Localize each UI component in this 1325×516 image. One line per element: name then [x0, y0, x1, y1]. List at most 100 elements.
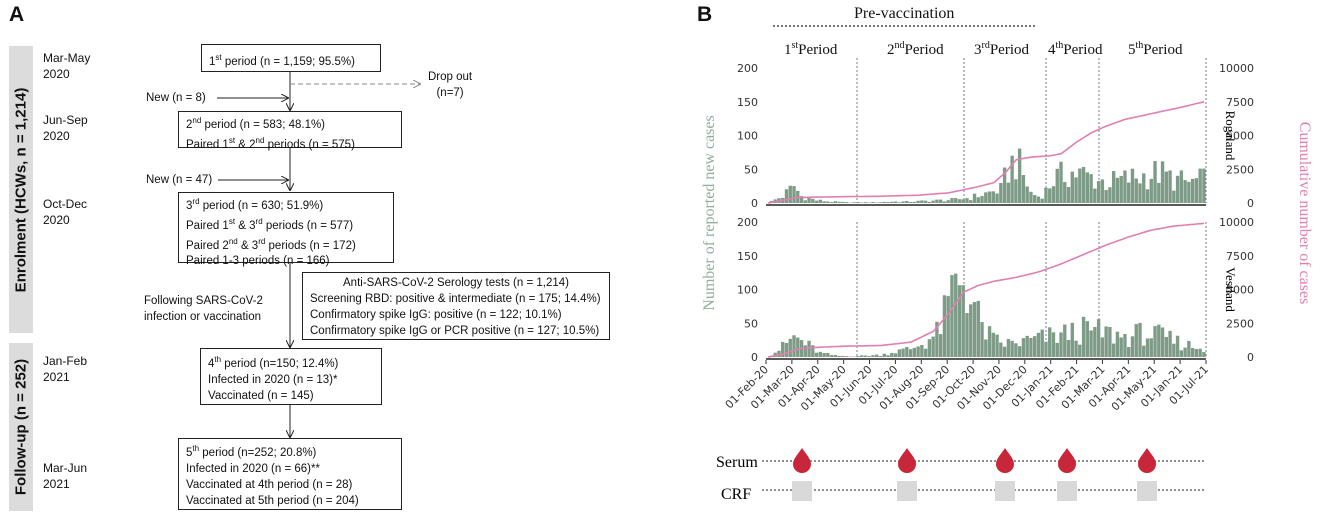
crf-square	[897, 481, 917, 501]
new-cases-bar	[792, 186, 796, 203]
blood-drop-icon	[793, 448, 811, 473]
new-cases-bar	[777, 350, 781, 357]
chart-panel-rogaland: 0 50 100 150 200 0 2500 5000 7500 10000 Rogaland	[737, 58, 1254, 210]
new-cases-bar	[1010, 155, 1014, 203]
new-cases-bar	[807, 197, 811, 203]
new-cases-bar	[987, 191, 992, 203]
new-cases-bar	[1055, 168, 1059, 203]
new-cases-bar	[814, 200, 819, 203]
new-cases-bar	[999, 182, 1003, 203]
period-date-5: Mar-Jun 2021	[43, 461, 88, 491]
new-cases-bar	[1051, 332, 1056, 357]
new-cases-bar	[1194, 178, 1199, 203]
box-period-1: 1st period (n = 1,159; 95.5%)	[201, 44, 381, 72]
new-cases-bar	[920, 200, 924, 203]
new-cases-bar	[1190, 178, 1195, 203]
new-cases-bar	[878, 202, 883, 203]
new-cases-bar	[1119, 337, 1123, 357]
period-title-2: 2ndPeriod	[887, 40, 944, 58]
new-cases-bar	[912, 347, 917, 357]
enrolment-bar: Enrolment (HCWs, n = 1,214)	[9, 46, 33, 333]
new-cases-bar	[1175, 335, 1180, 357]
left-tick-label: 50	[744, 317, 758, 330]
right-tick-label: 5000	[1226, 284, 1254, 297]
new-cases-bar	[1108, 187, 1112, 203]
new-cases-bar	[1033, 195, 1037, 203]
new-cases-bar	[1100, 179, 1105, 203]
new-cases-bar	[950, 275, 954, 357]
new-cases-bar	[818, 199, 823, 203]
new-cases-bar	[799, 196, 804, 203]
region-label: Vestland	[1223, 267, 1238, 312]
left-tick-label: 200	[737, 216, 758, 229]
new-cases-bar	[886, 201, 890, 203]
new-cases-bar	[1040, 329, 1044, 357]
new-cases-bar	[957, 199, 962, 203]
new-cases-bar	[965, 198, 969, 203]
new-cases-bar	[1081, 316, 1086, 357]
new-cases-bar	[875, 354, 879, 357]
new-cases-bar	[972, 302, 977, 357]
blood-drop-icon	[1058, 448, 1076, 473]
new-cases-bar	[1175, 175, 1180, 203]
new-cases-bar	[882, 353, 886, 357]
crf-label: CRF	[721, 486, 751, 503]
new-cases-bar	[954, 273, 958, 357]
new-cases-bar	[1025, 186, 1029, 203]
new-cases-bar	[1085, 321, 1090, 357]
right-tick-label: 10000	[1219, 216, 1254, 229]
new-cases-bar	[1017, 148, 1022, 203]
new-cases-bar	[920, 345, 924, 357]
new-cases-bar	[1153, 161, 1157, 203]
new-cases-bar	[844, 202, 849, 203]
new-cases-bar	[935, 321, 939, 357]
new-cases-bar	[1029, 338, 1033, 357]
new-cases-bar	[788, 185, 792, 203]
new-cases-bar	[1130, 336, 1135, 357]
new-cases-bar	[1153, 326, 1157, 357]
new-cases-bar	[833, 355, 838, 357]
new-cases-bar	[796, 337, 800, 357]
new-cases-bar	[1172, 190, 1176, 203]
new-cases-bar	[1070, 171, 1074, 203]
period-date-1: Mar-May 2020	[43, 51, 91, 81]
new-cases-bar	[1157, 182, 1161, 203]
new-cases-bar	[991, 332, 996, 357]
new-cases-bar	[942, 295, 947, 357]
new-cases-bar	[1130, 168, 1135, 203]
new-cases-bar	[1111, 343, 1116, 357]
new-cases-bar	[1179, 170, 1184, 203]
new-cases-bar	[882, 201, 886, 203]
new-cases-bar	[1002, 346, 1007, 357]
box-period-5: 5th period (n=252; 20.8%) Infected in 20…	[178, 438, 402, 510]
new-cases-bar	[890, 352, 894, 357]
new-cases-bar	[1036, 196, 1041, 203]
new-cases-bar	[1051, 186, 1056, 203]
new-cases-bar	[991, 191, 996, 203]
new-cases-bar	[946, 200, 950, 203]
new-cases-bar	[957, 285, 962, 357]
new-cases-bar	[1157, 324, 1161, 357]
new-cases-bar	[1202, 352, 1206, 357]
new-cases-bar	[1078, 344, 1082, 357]
box-period-2: 2nd period (n = 583; 48.1%) Paired 1st &…	[178, 111, 402, 151]
new-cases-bar	[927, 201, 932, 203]
box-period-4: 4th period (n=150; 12.4%) Infected in 20…	[200, 348, 382, 405]
new-cases-bar	[912, 201, 917, 203]
new-cases-bar	[1138, 183, 1142, 203]
new-cases-bar	[1093, 188, 1097, 203]
new-cases-bar	[908, 202, 913, 203]
left-tick-label: 150	[737, 96, 758, 109]
new-cases-bar	[901, 201, 905, 203]
new-cases-bar	[863, 355, 868, 357]
period-title-5: 5thPeriod	[1128, 40, 1183, 58]
new-cases-bar	[841, 355, 845, 357]
new-cases-bar	[984, 192, 988, 203]
new-cases-bar	[878, 356, 883, 357]
right-tick-label: 7500	[1226, 96, 1254, 109]
new-cases-bar	[1194, 349, 1199, 357]
new-cases-bar	[1202, 168, 1206, 203]
cumulative-line	[767, 101, 1205, 204]
new-cases-bar	[999, 342, 1003, 357]
new-cases-bar	[1168, 170, 1172, 203]
